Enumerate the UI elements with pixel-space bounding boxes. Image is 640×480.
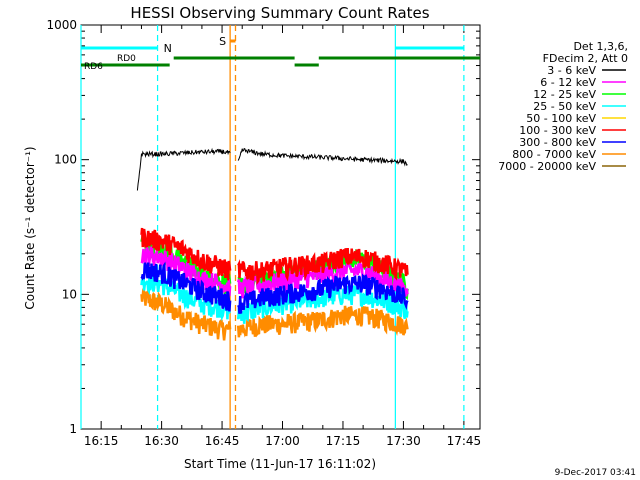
legend-header: FDecim 2, Att 0: [543, 52, 628, 65]
legend-entry: 3 - 6 keV: [547, 64, 596, 77]
y-tick-label: 10: [62, 287, 77, 301]
x-tick-label: 17:45: [447, 434, 482, 448]
night-label: N: [164, 42, 172, 55]
series-line-300-800keV: [140, 261, 232, 312]
legend-entry: 25 - 50 keV: [533, 100, 596, 113]
y-tick-label: 1: [69, 422, 77, 436]
saa-label: S: [219, 35, 226, 48]
series-line-800-7000keV: [140, 288, 232, 341]
x-tick-label: 16:45: [205, 434, 240, 448]
series-line-800-7000keV: [236, 305, 409, 338]
x-tick-label: 17:15: [326, 434, 361, 448]
timestamp-label: 9-Dec-2017 03:41: [555, 468, 636, 478]
legend-entry: 300 - 800 keV: [519, 136, 596, 149]
x-axis-label: Start Time (11-Jun-17 16:11:02): [184, 457, 376, 471]
series-line-3-6keV: [237, 147, 408, 167]
y-tick-label: 100: [54, 153, 77, 167]
chart-title: HESSI Observing Summary Count Rates: [130, 4, 429, 22]
legend-entry: 50 - 100 keV: [526, 112, 596, 125]
x-tick-label: 16:30: [144, 434, 179, 448]
legend-entry: 7000 - 20000 keV: [498, 160, 596, 173]
plot-area: 1 10 100 1000 16:15 16:30 16:45 17:00 17:15 17:30…: [46, 18, 481, 448]
x-tick-label: 17:30: [386, 434, 421, 448]
rd6-label: RD6: [84, 62, 103, 72]
legend-header: Det 1,3,6,: [573, 40, 628, 53]
series-line-300-800keV: [237, 273, 409, 314]
legend-entry: 6 - 12 keV: [540, 76, 596, 89]
legend-entry: 100 - 300 keV: [519, 124, 596, 137]
x-tick-label: 16:15: [84, 434, 119, 448]
plot-frame: [80, 24, 481, 430]
y-tick-label: 1000: [46, 18, 77, 32]
legend-entry: 800 - 7000 keV: [512, 148, 596, 161]
series-line-6-12keV: [140, 246, 232, 297]
legend-entry: 12 - 25 keV: [533, 88, 596, 101]
series-line-100-300keV: [237, 247, 409, 285]
series-line-25-50keV: [140, 272, 232, 322]
series-line-3-6keV: [136, 147, 231, 191]
rd0-label: RD0: [117, 54, 136, 64]
y-axis-label: Count Rate (s⁻¹ detector⁻¹): [23, 146, 37, 309]
series-line-100-300keV: [140, 227, 232, 281]
x-tick-label: 17:00: [265, 434, 300, 448]
